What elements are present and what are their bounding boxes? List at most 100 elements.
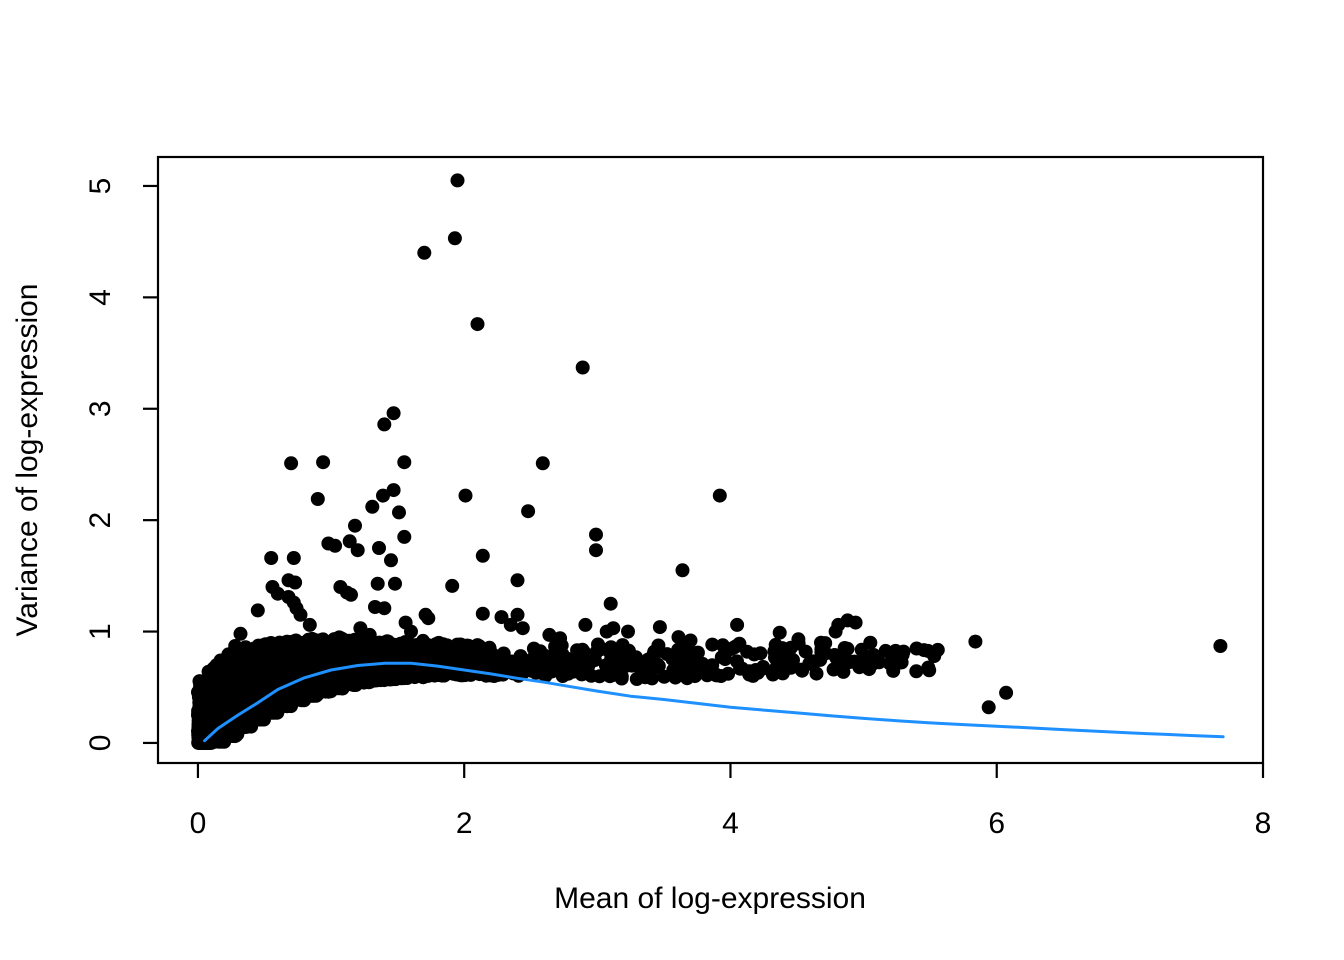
data-point xyxy=(691,657,705,672)
data-point-outlier xyxy=(599,624,614,639)
data-point xyxy=(603,658,618,673)
data-point-outlier xyxy=(828,624,843,639)
data-point xyxy=(285,647,300,661)
data-point-outlier xyxy=(397,529,412,544)
data-point xyxy=(894,655,909,670)
data-point-outlier xyxy=(350,543,365,558)
data-point-outlier xyxy=(475,548,490,563)
data-point-outlier xyxy=(447,231,462,246)
data-point-outlier xyxy=(328,538,343,553)
data-point-outlier xyxy=(228,639,243,653)
data-point-outlier xyxy=(470,317,485,332)
data-point xyxy=(809,666,824,681)
data-point xyxy=(471,654,486,669)
x-axis-tick-label: 2 xyxy=(456,807,473,840)
data-point-outlier xyxy=(348,518,362,533)
data-point xyxy=(614,669,629,684)
data-point xyxy=(327,632,342,647)
data-point xyxy=(671,642,686,657)
data-point-outlier xyxy=(286,551,301,565)
data-point xyxy=(882,656,897,671)
y-axis-title: Variance of log-expression xyxy=(11,284,44,637)
data-point xyxy=(740,644,755,659)
data-point xyxy=(538,668,553,683)
data-point xyxy=(220,679,235,694)
data-point-outlier xyxy=(981,700,996,715)
data-point-outlier xyxy=(404,624,418,639)
data-point xyxy=(753,646,768,661)
data-point xyxy=(435,652,450,667)
data-point-outlier xyxy=(386,483,401,498)
data-point xyxy=(560,651,575,666)
data-point-outlier xyxy=(310,492,325,506)
data-point-outlier xyxy=(968,634,983,649)
y-axis-tick-label: 0 xyxy=(84,735,117,752)
data-point-outlier xyxy=(515,621,530,636)
data-point xyxy=(794,662,809,677)
data-point xyxy=(872,655,887,670)
data-point-outlier xyxy=(671,630,686,645)
data-point-outlier xyxy=(284,456,299,471)
data-point xyxy=(205,680,220,695)
data-point-outlier xyxy=(288,575,303,590)
data-point xyxy=(878,643,893,658)
data-point-outlier xyxy=(589,543,603,558)
data-point-outlier xyxy=(201,664,216,679)
data-point-outlier xyxy=(293,607,308,622)
data-point xyxy=(573,658,588,673)
data-point-outlier xyxy=(388,576,402,591)
data-point-outlier xyxy=(316,455,331,470)
data-point-outlier xyxy=(450,173,465,188)
data-point-outlier xyxy=(384,553,398,568)
data-point-outlier xyxy=(999,685,1014,700)
data-point xyxy=(650,657,665,672)
y-axis-tick-label: 3 xyxy=(84,400,117,417)
data-point xyxy=(573,647,588,662)
data-point-outlier xyxy=(344,587,358,602)
data-point-outlier xyxy=(896,644,911,659)
data-point-outlier xyxy=(417,245,432,260)
data-point xyxy=(418,649,433,664)
data-point xyxy=(688,669,702,684)
data-point xyxy=(651,638,666,653)
data-point-outlier xyxy=(791,632,806,647)
y-axis-tick-label: 5 xyxy=(84,178,117,195)
data-point-outlier xyxy=(652,620,667,635)
data-point xyxy=(339,677,354,692)
data-point xyxy=(555,669,570,683)
y-axis-tick-label: 4 xyxy=(84,289,117,306)
data-point xyxy=(835,652,850,667)
data-point-outlier xyxy=(848,615,863,630)
data-point-outlier xyxy=(494,610,509,625)
data-point xyxy=(909,664,924,679)
data-point-outlier xyxy=(683,633,698,648)
data-point-outlier xyxy=(250,603,265,618)
data-point xyxy=(837,641,852,655)
data-point-outlier xyxy=(233,626,248,641)
data-point-outlier xyxy=(342,534,357,549)
data-point-outlier xyxy=(553,631,568,646)
data-point-outlier xyxy=(392,505,406,520)
data-point xyxy=(191,713,206,728)
data-point-outlier xyxy=(386,406,401,421)
data-point xyxy=(417,665,432,680)
data-point xyxy=(614,648,629,663)
data-point-outlier xyxy=(535,456,550,471)
data-point-outlier xyxy=(521,504,536,519)
data-point-outlier xyxy=(376,488,390,503)
data-point xyxy=(327,650,342,665)
data-point-outlier xyxy=(575,360,590,375)
data-point-outlier xyxy=(377,601,392,616)
data-point-outlier xyxy=(772,625,787,640)
data-point-outlier xyxy=(712,488,727,503)
data-point xyxy=(690,645,705,660)
data-point-outlier xyxy=(863,635,878,650)
x-axis-tick-label: 4 xyxy=(722,807,739,840)
data-point xyxy=(591,637,605,652)
data-point-outlier xyxy=(503,617,518,632)
data-point xyxy=(770,664,785,679)
data-point-outlier xyxy=(927,649,942,664)
data-point-outlier xyxy=(372,541,386,555)
axes-layer: 0 2 4 6 8 0 1 2 3 4 5 xyxy=(84,155,1271,840)
data-point-outlier xyxy=(510,607,525,622)
